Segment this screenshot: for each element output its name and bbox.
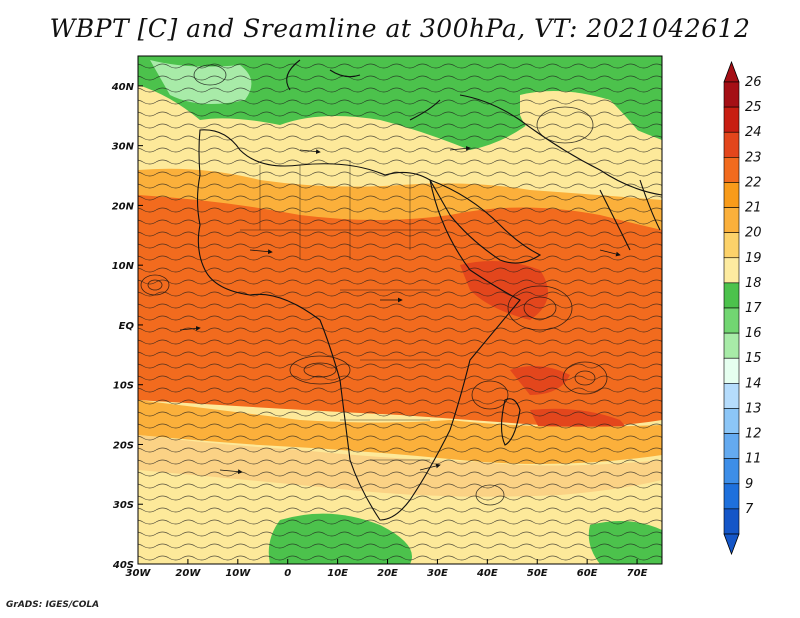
colorbar-label: 20 — [745, 226, 762, 241]
lon-tick-label: 10E — [327, 568, 348, 579]
colorbar-swatch — [723, 157, 740, 183]
colorbar-label: 7 — [745, 502, 754, 517]
colorbar-swatch — [723, 307, 740, 334]
colorbar-label: 23 — [745, 150, 762, 165]
colorbar-swatch — [723, 131, 740, 158]
lat-tick-label: 40N — [111, 82, 135, 93]
colorbar-label: 12 — [745, 427, 762, 442]
colorbar-label: 26 — [745, 75, 762, 90]
map-frame — [137, 55, 663, 565]
colorbar-swatch — [723, 257, 740, 284]
lat-tick-label: 10N — [112, 261, 135, 272]
lat-tick-label: 40S — [112, 560, 134, 571]
colorbar-label: 18 — [745, 276, 762, 291]
lat-tick-label: 30S — [113, 500, 134, 511]
lon-tick-label: 20E — [377, 568, 398, 579]
coastlines — [196, 59, 662, 521]
colorbar-swatch — [723, 81, 740, 108]
lat-tick-label: EQ — [119, 321, 135, 332]
colorbar-swatch — [723, 182, 740, 208]
colorbar-label: 15 — [745, 351, 762, 366]
colorbar-label: 11 — [745, 452, 762, 467]
longitude-axis: 30W 20W 10W 0 10E 20E 30E 40E 50E 60E 70E — [126, 559, 648, 579]
colorbar-swatch — [723, 408, 740, 434]
colorbar-swatch — [723, 106, 740, 133]
wbpt-shading — [138, 56, 662, 564]
colorbar-label: 13 — [745, 401, 762, 416]
lon-tick-label: 30E — [427, 568, 448, 579]
colorbar-swatch — [723, 357, 740, 384]
lon-tick-label: 60E — [577, 568, 598, 579]
colorbar-swatch — [723, 207, 740, 233]
map-title: WBPT [C] and Sreamline at 300hPa, VT: 20… — [49, 14, 751, 43]
colorbar-label: 9 — [745, 477, 753, 492]
colorbar-swatch — [723, 232, 740, 259]
colorbar-label: 19 — [745, 251, 762, 266]
lon-tick-label: 30W — [126, 568, 152, 579]
colorbar-swatch — [723, 433, 740, 459]
colorbar-swatch — [723, 282, 740, 309]
lon-tick-label: 10W — [225, 568, 251, 579]
lat-tick-label: 10S — [113, 381, 134, 392]
colorbar: 26 25 24 23 22 21 20 19 18 17 16 15 14 13 12 11 9 7 — [723, 60, 762, 556]
lon-tick-label: 50E — [527, 568, 548, 579]
colorbar-label: 21 — [745, 201, 762, 216]
colorbar-min-arrow — [723, 533, 740, 556]
colorbar-swatch — [723, 383, 740, 409]
lon-tick-label: 20W — [175, 568, 201, 579]
lat-tick-label: 30N — [112, 142, 135, 153]
lon-tick-label: 40E — [476, 568, 498, 579]
grads-credit: GrADS: IGES/COLA — [6, 600, 100, 610]
colorbar-swatch — [723, 458, 740, 485]
lat-tick-label: 20S — [113, 440, 134, 451]
colorbar-swatch — [723, 483, 740, 510]
colorbar-label: 17 — [745, 301, 762, 316]
colorbar-swatch — [723, 332, 740, 359]
colorbar-label: 16 — [745, 326, 762, 341]
lat-tick-label: 20N — [112, 201, 135, 212]
latitude-axis: 40N 30N 20N 10N EQ 10S 20S 30S 40S — [111, 82, 143, 571]
colorbar-label: 14 — [745, 376, 762, 391]
colorbar-label: 25 — [745, 100, 762, 115]
colorbar-label: 24 — [745, 125, 762, 140]
colorbar-swatch — [723, 508, 740, 535]
colorbar-max-arrow — [723, 60, 740, 83]
lon-tick-label: 0 — [284, 568, 291, 579]
colorbar-label: 22 — [745, 175, 762, 190]
lon-tick-label: 70E — [627, 568, 648, 579]
